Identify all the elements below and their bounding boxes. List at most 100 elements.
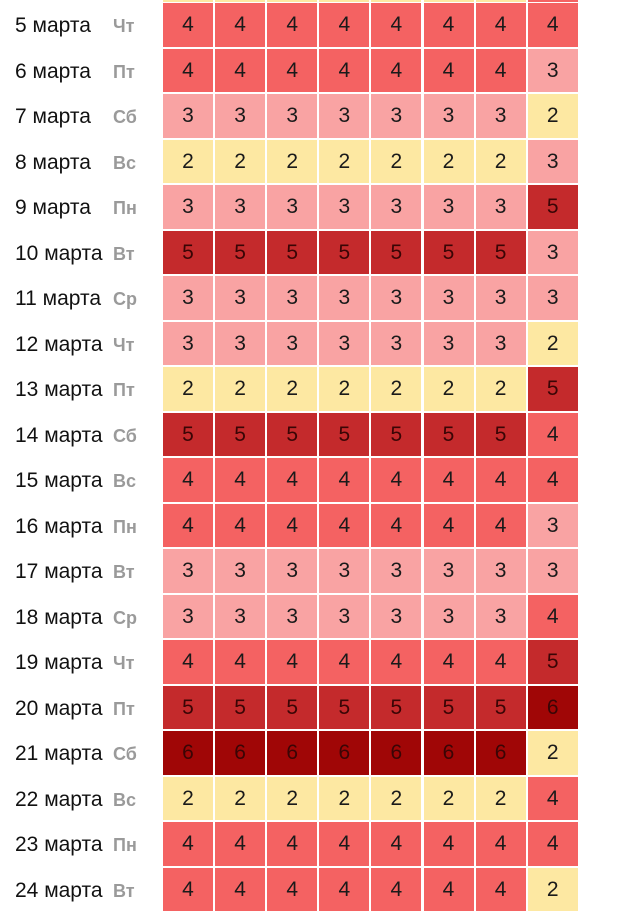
level-cell: 4 (163, 503, 213, 547)
level-cell: 2 (475, 139, 526, 183)
level-cell: 4 (423, 822, 474, 866)
weekday-label: Сб (113, 107, 137, 127)
level-cell: 3 (423, 321, 474, 365)
weekday-label: Чт (113, 334, 135, 355)
date-label: 10 марта (15, 241, 103, 265)
cut-off-cell (527, 0, 578, 2)
level-cell: 4 (215, 48, 266, 92)
level-cell: 4 (527, 776, 578, 820)
cut-off-cell (267, 0, 318, 2)
level-cell: 4 (475, 503, 526, 547)
level-cell: 5 (319, 412, 370, 456)
level-cell: 3 (475, 276, 526, 320)
table-row: 21 марта Сб 6 6 6 6 6 6 6 2 (0, 731, 620, 777)
date-label: 21 марта (15, 742, 103, 765)
weekday-label: Сб (113, 425, 137, 446)
level-cell: 4 (475, 640, 526, 684)
date-label: 6 марта (15, 59, 91, 83)
level-cell: 2 (475, 776, 526, 820)
date-label: 19 марта (15, 651, 103, 674)
date-label: 12 марта (15, 332, 103, 356)
level-cell: 6 (527, 685, 578, 729)
level-cell: 3 (215, 321, 266, 365)
level-cell: 3 (267, 549, 318, 593)
table-row: 19 марта Чт 4 4 4 4 4 4 4 5 (0, 640, 620, 686)
table-row: 17 марта Вт 3 3 3 3 3 3 3 3 (0, 549, 620, 595)
level-cell: 2 (371, 139, 422, 183)
weekday-label: Ср (113, 607, 137, 628)
level-cell: 3 (423, 185, 474, 229)
level-cell: 5 (319, 685, 370, 729)
level-cell: 6 (319, 731, 370, 775)
level-cell: 4 (527, 594, 578, 638)
cut-off-cell (215, 0, 266, 2)
level-cell: 6 (475, 731, 526, 775)
level-cell: 2 (319, 776, 370, 820)
level-cell: 5 (163, 412, 213, 456)
level-cell: 4 (423, 48, 474, 92)
level-cell: 2 (423, 367, 474, 411)
level-cell: 2 (527, 321, 578, 365)
date-label: 13 марта (15, 378, 103, 401)
level-cell: 6 (267, 731, 318, 775)
date-label: 22 марта (15, 787, 103, 811)
table-row: 16 марта Пн 4 4 4 4 4 4 4 3 (0, 503, 620, 550)
level-cell: 6 (163, 731, 213, 775)
level-cell: 4 (371, 3, 422, 47)
cut-off-cell (371, 0, 422, 2)
weekday-label: Чт (113, 653, 135, 673)
weekday-label: Ср (113, 289, 137, 309)
level-cell: 2 (319, 139, 370, 183)
level-cell: 4 (163, 3, 213, 47)
level-cell: 5 (267, 685, 318, 729)
level-cell: 4 (215, 822, 266, 866)
level-cell: 5 (475, 685, 526, 729)
level-cell: 2 (319, 367, 370, 411)
level-cell: 4 (163, 822, 213, 866)
level-cell: 6 (371, 731, 422, 775)
level-cell: 3 (527, 139, 578, 183)
weekday-label: Вс (113, 789, 137, 810)
level-cell: 5 (215, 685, 266, 729)
level-cell: 4 (215, 867, 266, 911)
level-cell: 5 (475, 230, 526, 274)
level-cell: 4 (163, 640, 213, 684)
level-cell: 4 (267, 822, 318, 866)
weekday-label: Пт (113, 698, 135, 719)
level-cell: 4 (371, 503, 422, 547)
level-cell: 4 (267, 503, 318, 547)
level-cell: 4 (319, 640, 370, 684)
level-cell: 4 (527, 458, 578, 502)
level-cell: 6 (215, 731, 266, 775)
level-cell: 3 (371, 321, 422, 365)
weekday-label: Сб (113, 744, 137, 764)
level-cell: 2 (163, 776, 213, 820)
level-cell: 4 (371, 822, 422, 866)
level-cell: 4 (371, 867, 422, 911)
level-cell: 3 (319, 594, 370, 638)
table-row: 20 марта Пт 5 5 5 5 5 5 5 6 (0, 685, 620, 732)
level-cell: 3 (215, 594, 266, 638)
level-cell: 3 (163, 94, 213, 138)
level-cell: 2 (267, 367, 318, 411)
level-cell: 4 (527, 412, 578, 456)
level-cell: 4 (267, 458, 318, 502)
level-cell: 3 (215, 549, 266, 593)
weekday-label: Пт (113, 380, 135, 400)
level-cell: 5 (423, 230, 474, 274)
level-cell: 5 (319, 230, 370, 274)
level-cell: 3 (527, 48, 578, 92)
level-cell: 3 (475, 185, 526, 229)
level-cell: 3 (267, 185, 318, 229)
level-cell: 2 (267, 139, 318, 183)
table-row: 22 марта Вс 2 2 2 2 2 2 2 4 (0, 776, 620, 823)
level-cell: 4 (319, 867, 370, 911)
weekday-label: Вт (113, 243, 135, 264)
level-cell: 4 (423, 3, 474, 47)
level-cell: 5 (215, 230, 266, 274)
level-cell: 3 (267, 594, 318, 638)
table-row: 10 марта Вт 5 5 5 5 5 5 5 3 (0, 230, 620, 277)
level-cell: 2 (475, 367, 526, 411)
level-cell: 3 (319, 276, 370, 320)
level-cell: 4 (371, 48, 422, 92)
